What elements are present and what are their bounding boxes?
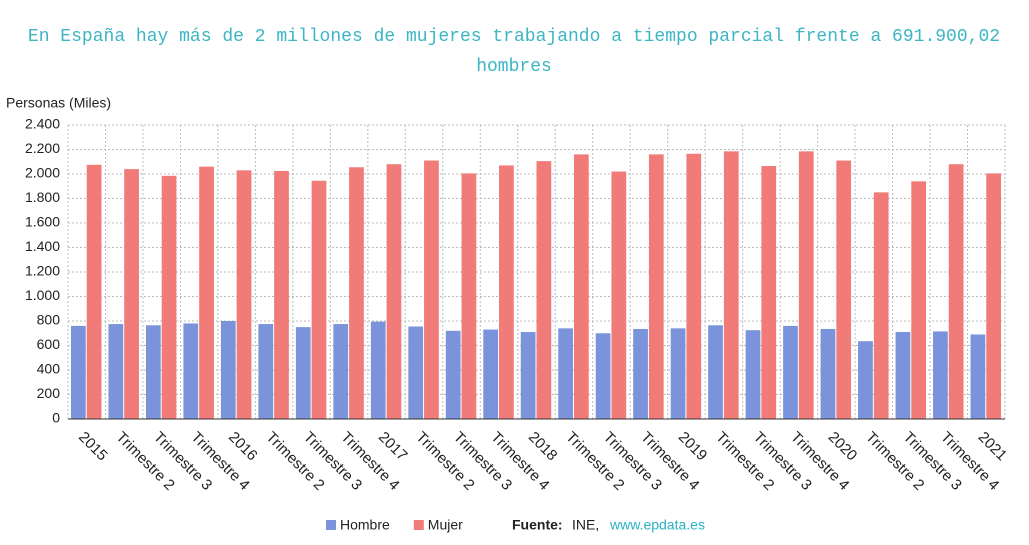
bar — [145, 325, 161, 419]
bar — [820, 328, 836, 419]
bar — [295, 327, 311, 419]
bar — [408, 326, 424, 419]
bar — [220, 321, 236, 419]
y-tick-label: 800 — [37, 312, 61, 328]
bar — [911, 181, 927, 419]
bar — [783, 325, 798, 419]
bar — [836, 160, 852, 419]
bar — [370, 321, 386, 419]
bar — [86, 164, 102, 419]
bar — [633, 328, 648, 419]
y-tick-label: 1.600 — [25, 214, 60, 230]
source-link[interactable]: www.epdata.es — [609, 517, 705, 533]
bar — [349, 167, 364, 419]
bar — [798, 151, 814, 419]
bar — [708, 325, 723, 419]
bar — [183, 323, 199, 419]
y-tick-label: 1.000 — [25, 287, 60, 303]
y-tick-label: 200 — [37, 385, 61, 401]
bar — [895, 332, 911, 419]
bar — [933, 331, 948, 419]
y-tick-label: 2.000 — [25, 165, 60, 181]
bar — [761, 166, 777, 419]
bar — [670, 328, 686, 419]
y-tick-label: 1.400 — [25, 238, 60, 254]
bar — [274, 170, 289, 419]
y-tick-label: 2.400 — [25, 116, 60, 132]
bar — [558, 328, 573, 419]
bar — [536, 161, 552, 419]
bar — [124, 169, 139, 419]
bar — [648, 154, 664, 419]
y-tick-label: 1.800 — [25, 189, 60, 205]
legend-swatch — [326, 520, 336, 530]
bar — [986, 173, 1002, 419]
bar — [333, 324, 349, 419]
bar — [483, 329, 499, 419]
bar — [573, 154, 589, 419]
bar — [108, 324, 124, 419]
chart-title: En España hay más de 2 millones de mujer… — [27, 27, 1001, 77]
bar — [236, 170, 252, 419]
source: INE, — [572, 517, 599, 533]
bar — [745, 330, 761, 419]
bar — [445, 330, 461, 419]
bar — [948, 164, 964, 419]
bar — [311, 180, 327, 419]
legend-label: Hombre — [340, 517, 390, 533]
y-tick-label: 2.200 — [25, 140, 60, 156]
bar — [258, 324, 274, 419]
bar — [858, 341, 873, 419]
bar — [199, 166, 214, 419]
bar — [70, 325, 86, 419]
bar — [386, 164, 402, 419]
y-axis-label: Personas (Miles) — [6, 95, 111, 111]
y-tick-label: 600 — [37, 336, 61, 352]
y-tick-label: 1.200 — [25, 263, 60, 279]
source-label: Fuente: — [512, 517, 563, 533]
bar — [595, 333, 611, 419]
bar — [873, 192, 889, 419]
bar — [161, 175, 177, 419]
legend-label: Mujer — [428, 517, 463, 533]
bar — [520, 332, 536, 419]
y-tick-label: 400 — [37, 361, 61, 377]
bar — [424, 160, 439, 419]
y-tick-label: 0 — [52, 410, 60, 426]
x-tick-label: 2015 — [75, 429, 111, 465]
bar — [461, 173, 477, 419]
bar — [686, 153, 702, 419]
bar — [970, 334, 986, 419]
bar — [499, 165, 514, 419]
bar — [611, 171, 627, 419]
legend-swatch — [413, 520, 424, 530]
bar — [723, 151, 739, 419]
